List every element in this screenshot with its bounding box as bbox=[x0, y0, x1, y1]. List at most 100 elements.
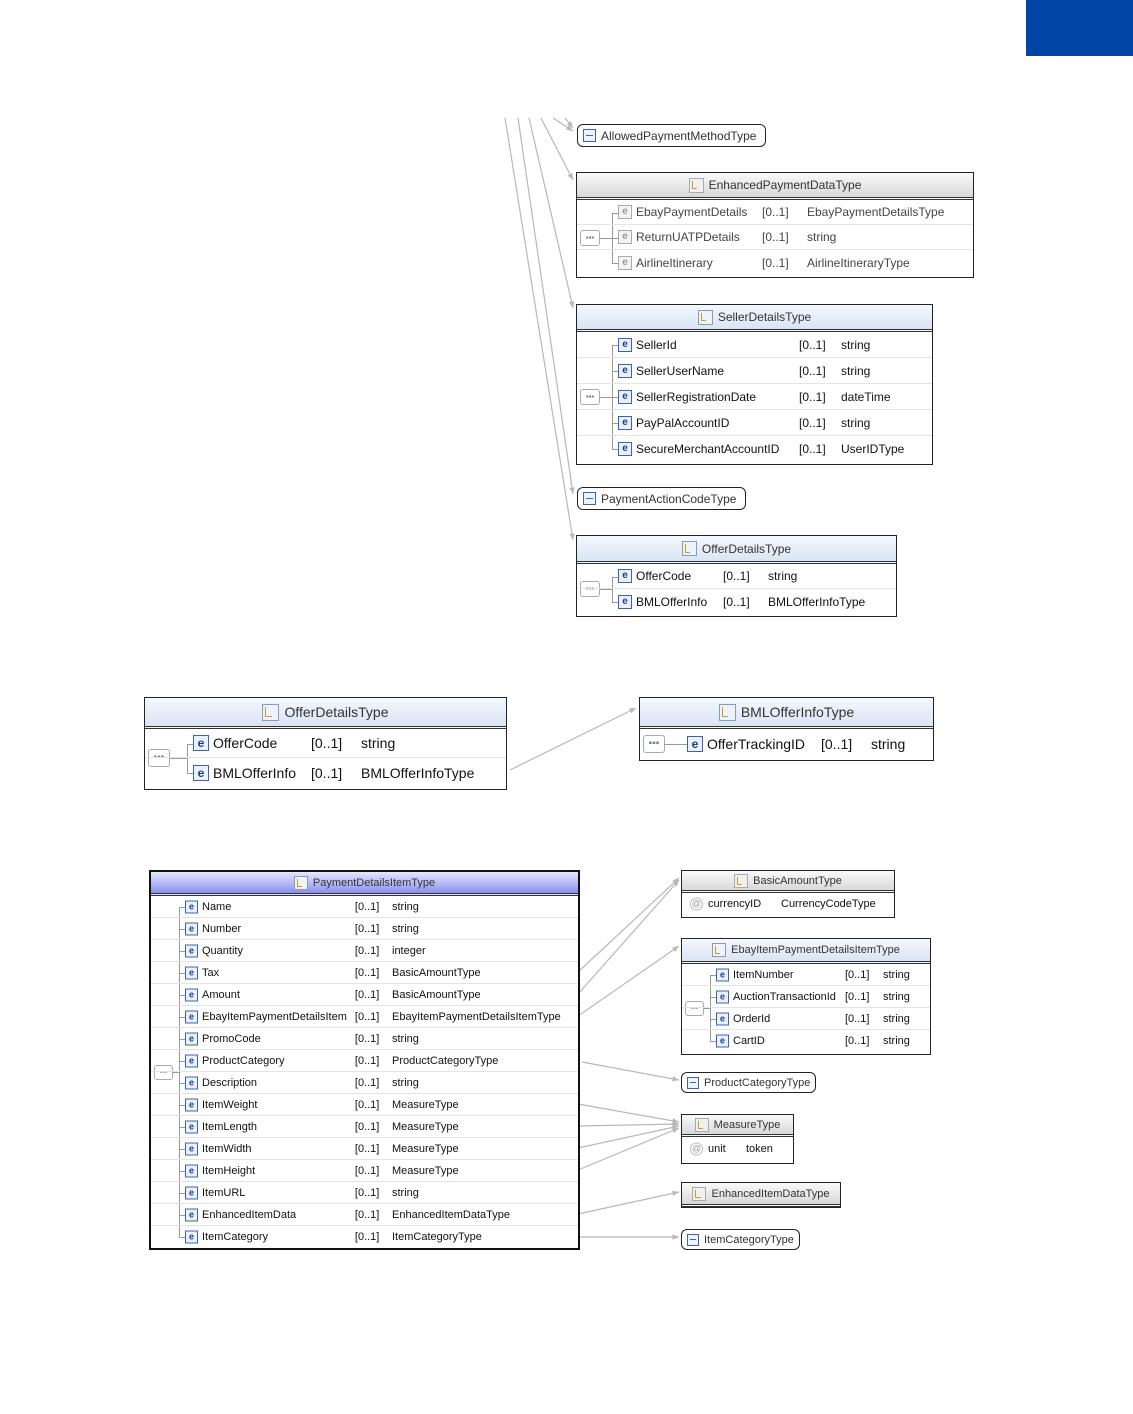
type-title: ItemCategoryType bbox=[704, 1233, 794, 1246]
complex-type-icon bbox=[697, 309, 713, 325]
element-icon: e bbox=[185, 1054, 198, 1067]
element-icon: e bbox=[618, 442, 632, 456]
list-item[interactable]: e OfferTrackingID [0..1] string bbox=[640, 729, 933, 758]
complex-type-icon bbox=[692, 1186, 707, 1201]
list-item[interactable]: e Tax [0..1] BasicAmountType bbox=[151, 962, 578, 984]
list-item[interactable]: e Name [0..1] string bbox=[151, 896, 578, 918]
sequence-icon[interactable]: ▪▪▪ bbox=[580, 229, 600, 246]
multiplicity: [0..1] bbox=[723, 569, 750, 583]
connector-line bbox=[577, 1123, 680, 1127]
list-item[interactable]: e BMLOfferInfo [0..1] BMLOfferInfoType bbox=[577, 589, 896, 614]
complex-type-box[interactable]: OfferDetailsType ▪▪▪ e OfferCode [0..1] strin… bbox=[576, 535, 897, 617]
multiplicity: [0..1] bbox=[354, 922, 380, 935]
element-type: string bbox=[392, 900, 419, 913]
simple-type-box[interactable]: AllowedPaymentMethodType bbox=[577, 124, 766, 147]
element-name: OfferCode bbox=[213, 735, 278, 751]
element-icon: e bbox=[185, 988, 198, 1001]
type-header: MeasureType bbox=[682, 1115, 793, 1137]
complex-type-box[interactable]: PaymentDetailsItemType ▪▪▪ e Name [0..1] stri… bbox=[149, 870, 580, 1250]
multiplicity: [0..1] bbox=[799, 415, 826, 430]
element-type: string bbox=[871, 735, 906, 752]
multiplicity: [0..1] bbox=[311, 735, 343, 751]
complex-type-box[interactable]: BMLOfferInfoType ▪▪▪ e OfferTrackingID [0..1… bbox=[639, 697, 934, 761]
element-name: ItemWidth bbox=[202, 1142, 252, 1155]
element-icon: e bbox=[618, 389, 632, 404]
list-item[interactable]: e EbayItemPaymentDetailsItem [0..1] EbayIte… bbox=[151, 1006, 578, 1028]
complex-type-box[interactable]: OfferDetailsType ▪▪▪ e OfferCode [0..1] strin… bbox=[144, 697, 507, 790]
list-item[interactable]: e SecureMerchantAccountID [0..1] UserIDType bbox=[577, 436, 932, 462]
element-type: string bbox=[768, 569, 798, 583]
simple-type-box[interactable]: ProductCategoryType bbox=[681, 1072, 817, 1093]
list-item[interactable]: e AirlineItinerary [0..1] AirlineItineraryT… bbox=[577, 250, 973, 275]
element-type: AirlineItineraryType bbox=[807, 255, 910, 270]
list-item[interactable]: e ItemWeight [0..1] MeasureType bbox=[151, 1094, 578, 1116]
list-item[interactable]: e ItemWidth [0..1] MeasureType bbox=[151, 1138, 578, 1160]
element-icon: e bbox=[185, 1098, 198, 1111]
type-title: PaymentActionCodeType bbox=[601, 491, 737, 506]
list-item[interactable]: e EbayPaymentDetails [0..1] EbayPaymentDeta… bbox=[577, 200, 973, 225]
multiplicity: [0..1] bbox=[723, 594, 750, 609]
element-name: Description bbox=[202, 1076, 258, 1089]
multiplicity: [0..1] bbox=[799, 389, 826, 404]
list-item[interactable]: e OfferCode [0..1] string bbox=[577, 564, 896, 589]
multiplicity: [0..1] bbox=[762, 230, 789, 244]
list-item[interactable]: e ItemNumber [0..1] string bbox=[682, 964, 930, 986]
list-item[interactable]: e BMLOfferInfo [0..1] BMLOfferInfoType bbox=[145, 758, 506, 787]
tree-line bbox=[704, 1008, 710, 1009]
list-item[interactable]: e PromoCode [0..1] string bbox=[151, 1028, 578, 1050]
complex-type-box[interactable]: EnhancedItemDataType bbox=[681, 1182, 841, 1208]
multiplicity: [0..1] bbox=[354, 1186, 380, 1199]
list-item[interactable]: e Number [0..1] string bbox=[151, 918, 578, 940]
list-item[interactable]: e Description [0..1] string bbox=[151, 1072, 578, 1094]
element-name: ItemURL bbox=[202, 1186, 246, 1199]
list-item[interactable]: e ReturnUATPDetails [0..1] string bbox=[577, 225, 973, 250]
multiplicity: [0..1] bbox=[845, 968, 870, 981]
element-icon: e bbox=[716, 990, 729, 1003]
sequence-icon[interactable]: ▪▪▪ bbox=[580, 389, 600, 405]
list-item[interactable]: @ unit token bbox=[682, 1137, 793, 1161]
list-item[interactable]: e SellerUserName [0..1] string bbox=[577, 358, 932, 384]
simple-type-box[interactable]: PaymentActionCodeType bbox=[577, 487, 746, 510]
type-title: EnhancedItemDataType bbox=[711, 1187, 830, 1200]
list-item[interactable]: e EnhancedItemData [0..1] EnhancedItemDataT… bbox=[151, 1204, 578, 1226]
element-type: UserIDType bbox=[841, 442, 905, 456]
list-item[interactable]: e ItemHeight [0..1] MeasureType bbox=[151, 1160, 578, 1182]
connector-line bbox=[577, 1191, 680, 1215]
list-item[interactable]: e ProductCategory [0..1] ProductCategoryTyp… bbox=[151, 1050, 578, 1072]
complex-type-box[interactable]: EbayItemPaymentDetailsItemType ▪▪▪ e ItemNu… bbox=[681, 938, 931, 1055]
list-item[interactable]: @ currencyID CurrencyCodeType bbox=[682, 893, 894, 915]
complex-type-box[interactable]: MeasureType @ unit token bbox=[681, 1114, 794, 1164]
list-item[interactable]: e Amount [0..1] BasicAmountType bbox=[151, 984, 578, 1006]
list-item[interactable]: e SellerRegistrationDate [0..1] dateTime bbox=[577, 384, 932, 410]
simple-type-box[interactable]: ItemCategoryType bbox=[681, 1229, 800, 1250]
element-name: ItemCategory bbox=[202, 1231, 269, 1243]
list-item[interactable]: e OrderId [0..1] string bbox=[682, 1008, 930, 1030]
type-title: EbayItemPaymentDetailsItemType bbox=[731, 944, 900, 956]
element-type: string bbox=[841, 415, 871, 430]
multiplicity: [0..1] bbox=[799, 337, 826, 352]
connector-line bbox=[577, 879, 680, 995]
multiplicity: [0..1] bbox=[762, 255, 789, 270]
multiplicity: [0..1] bbox=[799, 363, 826, 378]
list-item[interactable]: e ItemCategory [0..1] ItemCategoryType bbox=[151, 1226, 578, 1248]
list-item[interactable]: e ItemLength [0..1] MeasureType bbox=[151, 1116, 578, 1138]
sequence-icon[interactable]: ▪▪▪ bbox=[685, 1000, 704, 1016]
element-type: MeasureType bbox=[392, 1164, 459, 1177]
type-header: EnhancedItemDataType bbox=[682, 1183, 840, 1207]
list-item[interactable]: e ItemURL [0..1] string bbox=[151, 1182, 578, 1204]
list-item[interactable]: e Quantity [0..1] integer bbox=[151, 940, 578, 962]
type-header: OfferDetailsType bbox=[145, 698, 506, 729]
list-item[interactable]: e SellerId [0..1] string bbox=[577, 332, 932, 358]
list-item[interactable]: e PayPalAccountID [0..1] string bbox=[577, 410, 932, 436]
type-body: ▪▪▪ e OfferCode [0..1] string e BMLOfferInfo [0… bbox=[577, 564, 896, 614]
list-item[interactable]: e CartID [0..1] string bbox=[682, 1030, 930, 1052]
element-type: EbayPaymentDetailsType bbox=[807, 205, 945, 219]
complex-type-box[interactable]: BasicAmountType @ currencyID CurrencyCodeTy… bbox=[681, 870, 895, 918]
sequence-icon[interactable]: ▪▪▪ bbox=[643, 734, 665, 753]
list-item[interactable]: e OfferCode [0..1] string bbox=[145, 729, 506, 758]
complex-type-box[interactable]: EnhancedPaymentDataType ▪▪▪ e EbayPaymentDe… bbox=[576, 172, 974, 278]
list-item[interactable]: e AuctionTransactionId [0..1] string bbox=[682, 986, 930, 1008]
complex-type-box[interactable]: SellerDetailsType ▪▪▪ e SellerId [0..1] strin… bbox=[576, 304, 933, 465]
sequence-icon[interactable]: ▪▪▪ bbox=[154, 1064, 173, 1080]
element-name: PayPalAccountID bbox=[636, 415, 730, 430]
